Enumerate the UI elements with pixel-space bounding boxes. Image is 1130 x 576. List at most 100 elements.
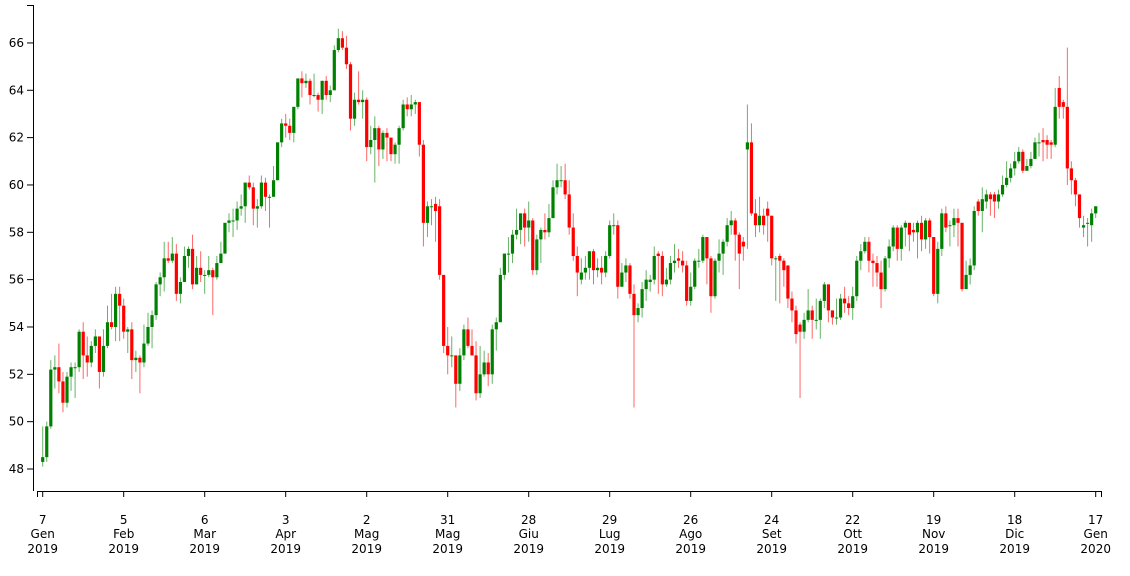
candle-body	[1000, 184, 1005, 195]
candle-body	[365, 99, 369, 148]
x-tick-month: Lug	[599, 527, 621, 541]
candle-body	[361, 99, 365, 103]
candle	[1025, 158, 1029, 171]
y-tick: 52	[9, 367, 34, 381]
candle	[774, 255, 778, 301]
candle	[539, 227, 543, 264]
candle-body	[397, 128, 401, 145]
candle-body	[284, 123, 288, 126]
candle-body	[425, 206, 430, 223]
candle-body	[122, 305, 126, 332]
candle	[506, 237, 511, 273]
candle	[130, 322, 134, 380]
candle	[932, 237, 936, 297]
candle-body	[968, 265, 972, 275]
candle-body	[385, 132, 389, 138]
candle-body	[369, 139, 373, 148]
candle	[883, 255, 887, 292]
candle	[389, 137, 393, 162]
candle	[952, 208, 956, 238]
candle-body	[681, 260, 685, 266]
candle-body	[215, 263, 219, 278]
x-tick-month: Mar	[193, 527, 216, 541]
candle	[996, 189, 1001, 209]
x-tick-day: 26	[683, 513, 698, 527]
candle-body	[429, 206, 434, 208]
candle-body	[466, 329, 470, 346]
candle-body	[146, 326, 150, 344]
candle	[1086, 218, 1090, 247]
candle-body	[964, 274, 968, 290]
candle	[381, 130, 385, 159]
candle	[689, 272, 693, 306]
candle	[405, 97, 409, 117]
candle	[454, 355, 458, 408]
y-tick: 64	[9, 83, 34, 97]
candle-body	[195, 267, 199, 285]
candle	[203, 270, 207, 294]
candle-body	[486, 362, 490, 375]
y-tick-label: 60	[9, 178, 24, 192]
candle	[770, 215, 774, 266]
candle	[1029, 151, 1033, 169]
y-tick-label: 48	[9, 462, 24, 476]
candle-body	[308, 80, 312, 96]
candle-body	[782, 260, 786, 271]
candle	[126, 326, 130, 354]
candle-body	[774, 258, 778, 260]
candle	[547, 203, 551, 238]
candle	[280, 118, 284, 148]
candle-body	[664, 279, 668, 285]
candle-body	[753, 213, 758, 226]
candle	[97, 336, 101, 389]
y-tick: 50	[9, 415, 34, 429]
candle-body	[49, 369, 53, 427]
candle	[988, 192, 992, 216]
candle	[49, 360, 53, 429]
candle-body	[45, 426, 49, 458]
candle-body	[170, 253, 174, 261]
x-tick-month: Gen	[1084, 527, 1108, 541]
x-axis-line	[37, 491, 1102, 497]
candle	[587, 251, 592, 280]
candle	[705, 237, 709, 285]
candle-body	[118, 293, 122, 306]
candle-body	[891, 227, 895, 247]
candle-body	[336, 38, 340, 51]
candle	[1009, 163, 1013, 183]
candle	[344, 35, 349, 69]
candle-body	[510, 234, 515, 254]
candle	[632, 284, 636, 408]
candle	[685, 260, 689, 306]
candle-body	[458, 355, 462, 384]
candle	[859, 244, 863, 271]
candle-body	[887, 246, 891, 259]
candle-body	[847, 303, 851, 309]
candle-body	[1090, 213, 1094, 226]
candle-body	[733, 220, 737, 235]
candle-body	[851, 296, 855, 309]
y-tick: 54	[9, 320, 34, 334]
candle-body	[676, 258, 681, 261]
candle	[717, 239, 721, 273]
candle	[174, 244, 178, 301]
candle-body	[1061, 102, 1065, 107]
candle	[438, 199, 442, 280]
x-tick-day: 7	[39, 513, 47, 527]
candle-body	[895, 227, 899, 249]
y-tick: 60	[9, 178, 34, 192]
candle-body	[109, 322, 114, 327]
candle	[899, 225, 903, 261]
x-tick-year: 2019	[594, 542, 625, 556]
candle	[336, 28, 340, 53]
candle-body	[697, 260, 701, 262]
candle	[851, 286, 855, 320]
candle	[822, 282, 826, 309]
candle	[134, 350, 138, 372]
candle	[57, 343, 61, 394]
candle	[729, 210, 733, 235]
